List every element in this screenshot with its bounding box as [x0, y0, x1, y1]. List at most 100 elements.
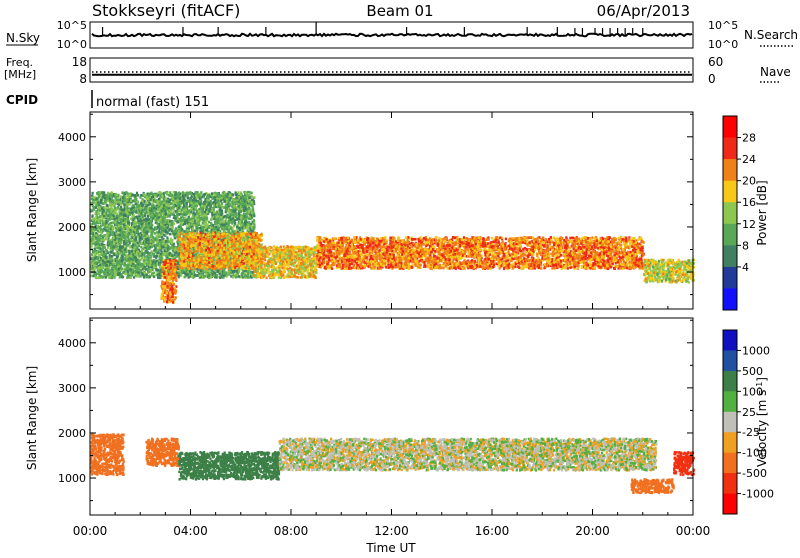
data-cell	[106, 204, 108, 207]
data-cell	[156, 238, 158, 241]
data-cell	[128, 209, 130, 212]
data-cell	[128, 245, 130, 248]
nave-label: Nave	[760, 65, 791, 79]
data-cell	[126, 244, 128, 247]
freq-tick-bottom: 8	[79, 72, 87, 86]
data-cell	[139, 211, 141, 214]
data-cell	[166, 236, 168, 239]
data-cell	[224, 200, 226, 203]
data-cell	[132, 244, 134, 247]
data-cell	[230, 272, 232, 275]
data-cell	[169, 233, 171, 236]
data-cell	[198, 215, 200, 218]
data-cell	[107, 236, 109, 239]
data-cell	[136, 264, 138, 267]
data-cell	[100, 234, 102, 237]
data-cell	[151, 266, 153, 269]
data-cell	[148, 268, 150, 271]
data-cell	[169, 191, 171, 194]
power-data-field	[90, 191, 695, 304]
data-cell	[234, 222, 236, 225]
data-cell	[104, 200, 106, 203]
data-cell	[147, 215, 149, 218]
rti-plot-canvas: Stokkseyri (fitACF) Beam 01 06/Apr/2013 …	[0, 0, 800, 554]
data-cell	[170, 238, 172, 241]
freq-label-line2: [MHz]	[4, 68, 36, 81]
data-cell	[132, 218, 134, 221]
data-cell	[155, 250, 157, 253]
data-cell	[163, 220, 165, 223]
data-cell	[104, 270, 106, 273]
data-cell	[106, 250, 108, 253]
data-cell	[104, 273, 106, 276]
data-cell	[101, 210, 103, 213]
data-cell	[98, 207, 100, 210]
data-cell	[211, 192, 213, 195]
data-cell	[101, 207, 103, 210]
data-cell	[151, 246, 153, 249]
data-cell	[240, 194, 242, 197]
data-cell	[229, 203, 231, 206]
data-cell	[165, 240, 167, 243]
data-cell	[241, 202, 243, 205]
data-cell	[118, 204, 120, 207]
data-cell	[125, 269, 127, 272]
data-cell	[155, 219, 157, 222]
data-cell	[119, 276, 121, 279]
data-cell	[158, 255, 160, 258]
data-cell	[150, 271, 152, 274]
data-cell	[181, 213, 183, 216]
data-cell	[146, 226, 148, 229]
noise-search-spikes	[103, 22, 643, 35]
data-cell	[118, 248, 120, 251]
data-cell	[178, 272, 180, 275]
data-cell	[172, 213, 174, 216]
data-cell	[170, 223, 172, 226]
data-cell	[92, 214, 94, 217]
data-cell	[235, 193, 237, 196]
data-cell	[248, 211, 250, 214]
data-cell	[213, 196, 215, 199]
data-cell	[103, 239, 105, 242]
data-cell	[172, 210, 174, 213]
data-cell	[98, 238, 100, 241]
data-cell	[137, 250, 139, 253]
data-cell	[127, 221, 129, 224]
data-cell	[171, 194, 173, 197]
rti-figure: Stokkseyri (fitACF) Beam 01 06/Apr/2013 …	[0, 0, 800, 554]
data-cell	[141, 264, 143, 267]
data-cell	[95, 198, 97, 201]
data-cell	[111, 267, 113, 270]
data-cell	[117, 206, 119, 209]
data-cell	[98, 250, 100, 253]
data-cell	[178, 210, 180, 213]
freq-panel-frame	[90, 58, 693, 82]
data-cell	[130, 268, 132, 271]
data-cell	[159, 219, 161, 222]
data-cell	[120, 223, 122, 226]
data-cell	[149, 230, 151, 233]
data-cell	[92, 230, 94, 233]
data-cell	[105, 276, 107, 279]
data-cell	[243, 196, 245, 199]
noise-sky-label: N.Sky	[6, 31, 40, 45]
data-cell	[110, 194, 112, 197]
data-cell	[115, 252, 117, 255]
data-cell	[91, 209, 93, 212]
data-cell	[98, 254, 100, 257]
data-cell	[203, 275, 205, 278]
data-cell	[116, 255, 118, 258]
data-cell	[90, 258, 92, 261]
data-cell	[103, 206, 105, 209]
data-cell	[183, 205, 185, 208]
data-cell	[107, 244, 109, 247]
data-cell	[195, 223, 197, 226]
data-cell	[164, 224, 166, 227]
data-cell	[113, 253, 115, 256]
data-cell	[113, 203, 115, 206]
data-cell	[137, 204, 139, 207]
beam-title: Beam 01	[366, 2, 433, 20]
date-title: 06/Apr/2013	[597, 2, 690, 20]
data-cell	[160, 253, 162, 256]
data-cell	[109, 202, 111, 205]
